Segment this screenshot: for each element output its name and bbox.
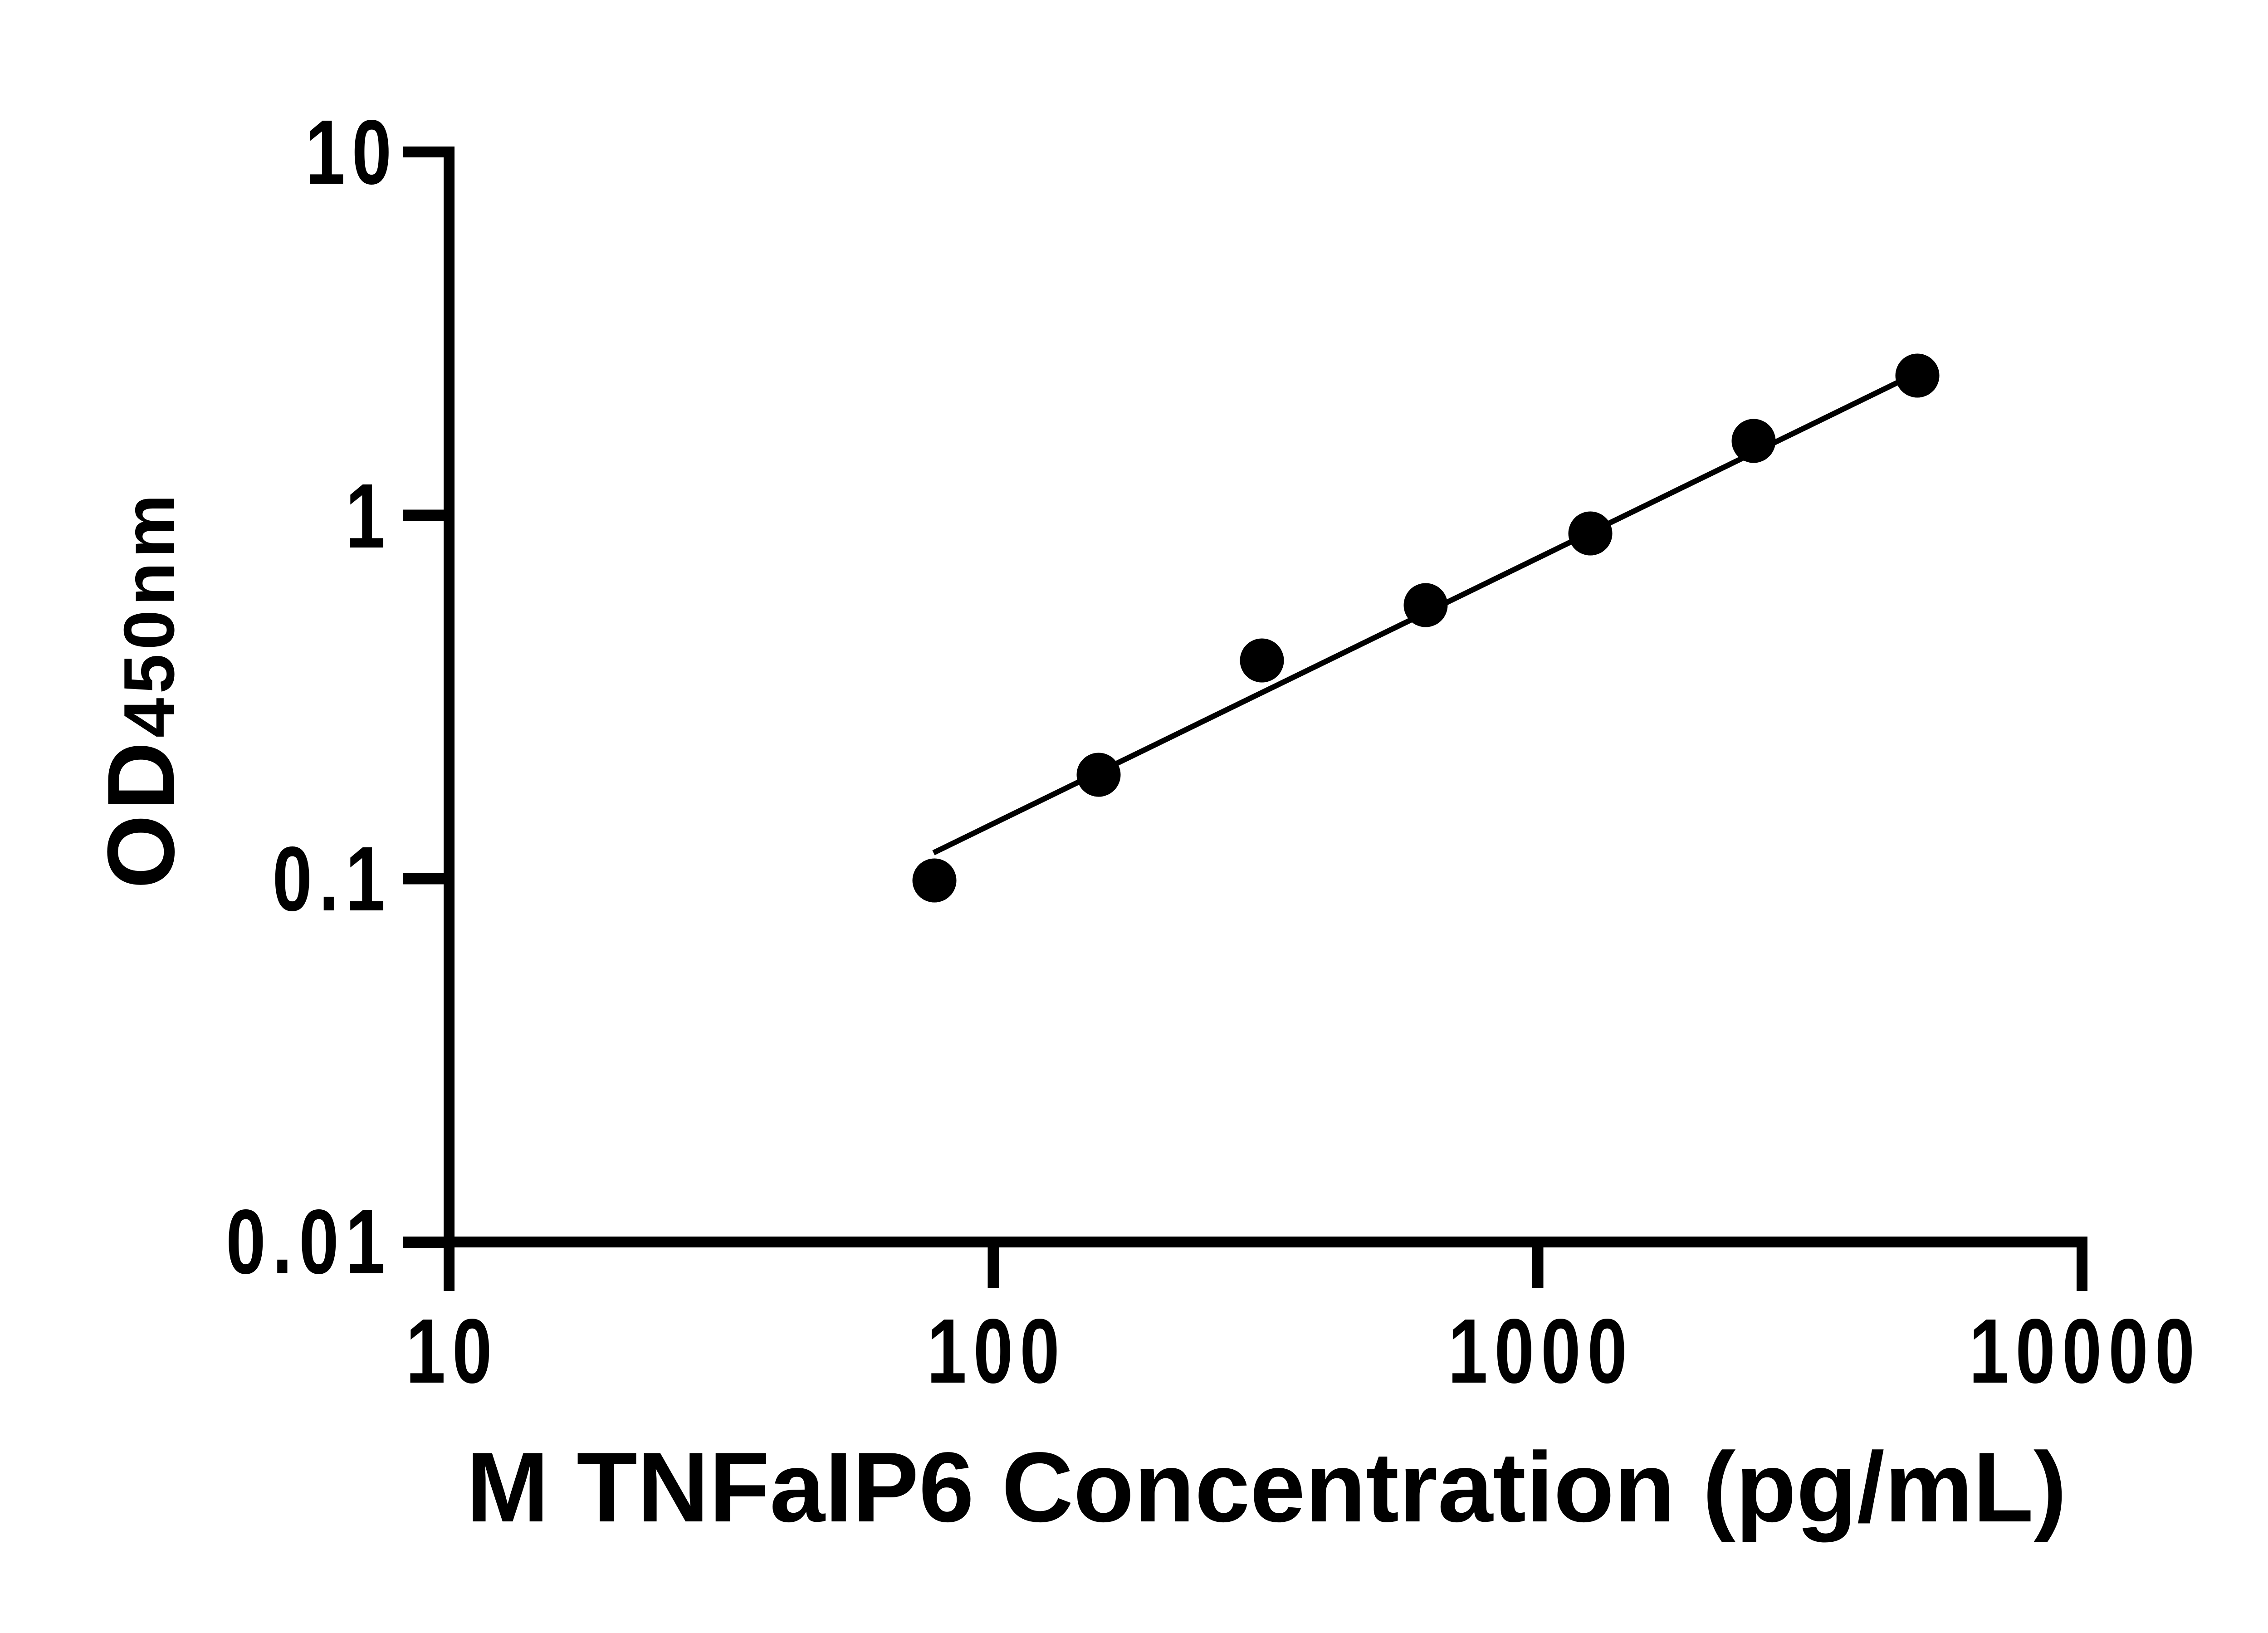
svg-text:1000: 1000 [1448, 1300, 1634, 1402]
svg-text:10000: 10000 [1969, 1300, 2201, 1402]
svg-text:10: 10 [406, 1300, 499, 1402]
svg-text:OD450nm: OD450nm [88, 490, 194, 889]
svg-text:1: 1 [346, 465, 392, 567]
svg-text:10: 10 [305, 101, 398, 203]
svg-text:100: 100 [927, 1300, 1066, 1402]
svg-text:M TNFaIP6 Concentration (pg/mL: M TNFaIP6 Concentration (pg/mL) [466, 1432, 2067, 1543]
svg-text:0.01: 0.01 [226, 1191, 392, 1293]
svg-text:0.1: 0.1 [273, 828, 392, 930]
